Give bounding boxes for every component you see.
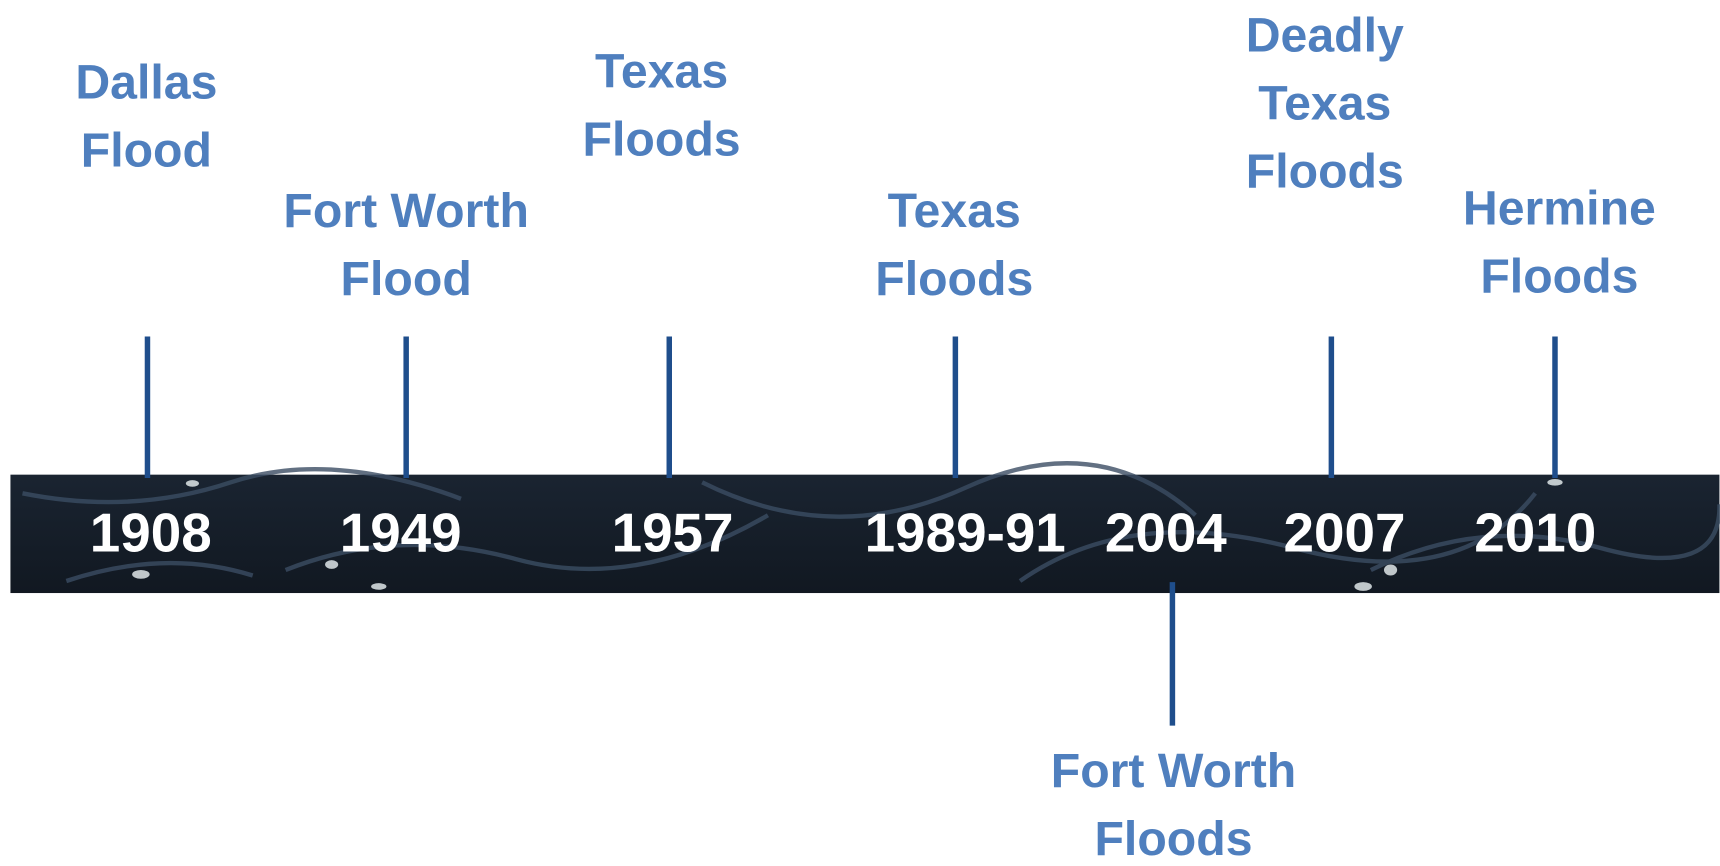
year-label: 1957 xyxy=(612,502,734,564)
event-label-line: Floods xyxy=(1094,812,1252,866)
timeline-event: Texas Floods 1989-91 xyxy=(865,184,1066,564)
event-label-line: Floods xyxy=(583,113,741,167)
year-label: 2007 xyxy=(1284,502,1406,564)
event-label-line: Flood xyxy=(81,124,212,178)
year-label: 2004 xyxy=(1105,502,1227,564)
event-label: Texas Floods xyxy=(875,184,1033,306)
event-label: Dallas Flood xyxy=(75,56,217,178)
event-label-line: Floods xyxy=(875,252,1033,306)
event-label-line: Fort Worth xyxy=(1051,744,1296,798)
year-label: 2010 xyxy=(1474,502,1596,564)
event-label-line: Hermine xyxy=(1463,182,1656,236)
event-label: Deadly Texas Floods xyxy=(1246,9,1404,199)
event-label-line: Dallas xyxy=(75,56,217,110)
year-label: 1949 xyxy=(340,502,462,564)
page: {"events": [ {"year": "1908", "label": [… xyxy=(0,0,1720,866)
event-label: Fort Worth Flood xyxy=(283,184,529,306)
year-label: 1989-91 xyxy=(865,502,1066,564)
event-label-line: Texas xyxy=(1258,76,1391,130)
event-label-line: Texas xyxy=(888,184,1021,238)
event-label: Hermine Floods xyxy=(1463,182,1656,304)
event-label-line: Texas xyxy=(595,45,728,99)
timeline: Dallas Flood 1908 Fort Worth Flood 1949 Texas F… xyxy=(0,0,1720,866)
event-label-line: Deadly xyxy=(1246,9,1404,63)
event-label-line: Floods xyxy=(1480,250,1638,304)
event-label: Fort Worth Floods xyxy=(1051,744,1296,866)
event-label-line: Flood xyxy=(341,252,472,306)
year-label: 1908 xyxy=(90,502,212,564)
event-label-line: Floods xyxy=(1246,144,1404,198)
event-label: Texas Floods xyxy=(583,45,741,167)
event-label-line: Fort Worth xyxy=(283,184,529,238)
